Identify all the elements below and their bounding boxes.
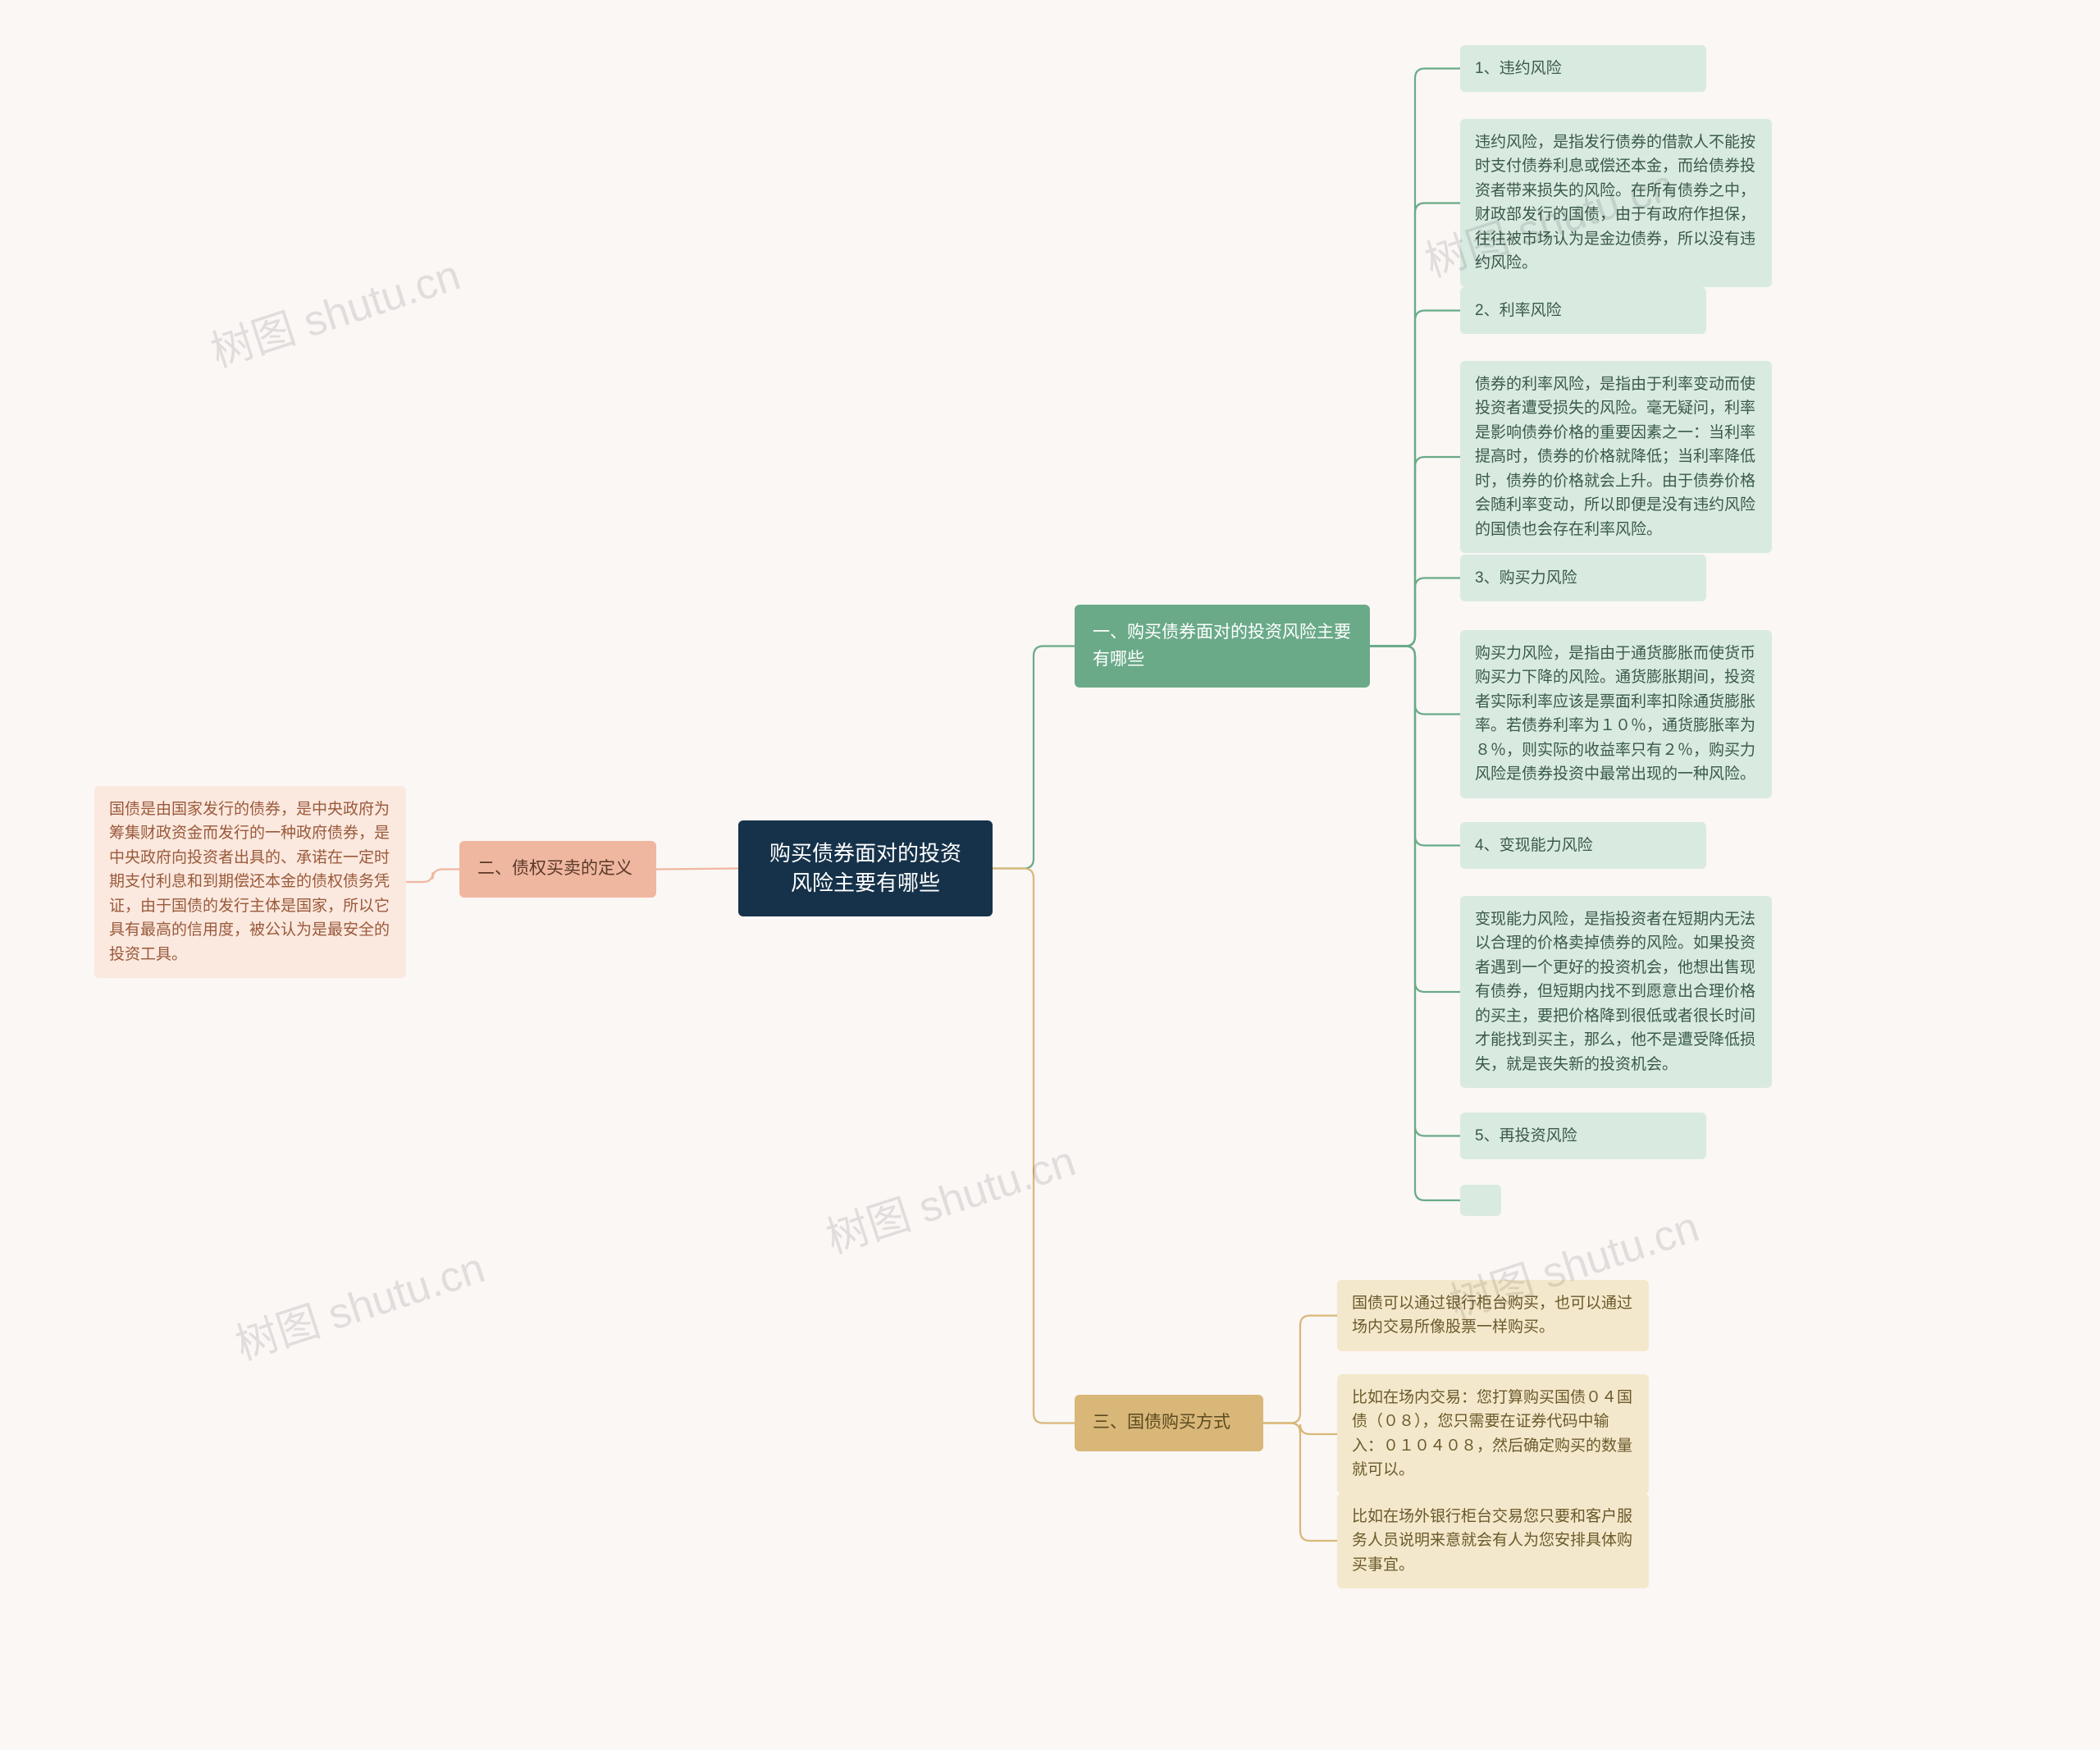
watermark: 树图 shutu.cn — [202, 240, 467, 379]
connector — [1370, 647, 1460, 846]
leaf-b1-8[interactable]: 变现能力风险，是指投资者在短期内无法以合理的价格卖掉债券的风险。如果投资者遇到一… — [1460, 896, 1772, 1088]
connector — [1370, 311, 1460, 647]
connector — [1370, 578, 1460, 647]
branch-3[interactable]: 三、国债购买方式 — [1075, 1395, 1263, 1451]
connector — [1370, 457, 1460, 647]
leaf-b1-2[interactable]: 违约风险，是指发行债券的借款人不能按时支付债券利息或偿还本金，而给债券投资者带来… — [1460, 119, 1772, 287]
leaf-b3-1[interactable]: 国债可以通过银行柜台购买，也可以通过场内交易所像股票一样购买。 — [1337, 1280, 1649, 1351]
leaf-b1-1[interactable]: 1、违约风险 — [1460, 45, 1706, 92]
connector — [1263, 1423, 1337, 1435]
branch-2[interactable]: 二、债权买卖的定义 — [459, 841, 656, 898]
connector — [1370, 647, 1460, 993]
leaf-b1-5[interactable]: 3、购买力风险 — [1460, 555, 1706, 601]
connector — [656, 869, 738, 870]
leaf-b1-9[interactable]: 5、再投资风险 — [1460, 1113, 1706, 1159]
root-node[interactable]: 购买债券面对的投资风险主要有哪些 — [738, 820, 993, 916]
connector — [1263, 1423, 1337, 1542]
leaf-b1-4[interactable]: 债券的利率风险，是指由于利率变动而使投资者遭受损失的风险。毫无疑问，利率是影响债… — [1460, 361, 1772, 553]
connector — [1370, 647, 1460, 1201]
watermark: 树图 shutu.cn — [817, 1126, 1082, 1265]
branch-1[interactable]: 一、购买债券面对的投资风险主要有哪些 — [1075, 605, 1370, 688]
leaf-b1-6[interactable]: 购买力风险，是指由于通货膨胀而使货币购买力下降的风险。通货膨胀期间，投资者实际利… — [1460, 630, 1772, 798]
connector — [1370, 69, 1460, 647]
connector — [1370, 647, 1460, 715]
connector — [993, 869, 1075, 1423]
connector — [1370, 203, 1460, 647]
connector — [406, 870, 459, 883]
leaf-b3-2[interactable]: 比如在场内交易：您打算购买国债０４国债（０８），您只需要在证券代码中输入：０１０… — [1337, 1374, 1649, 1494]
leaf-b1-10[interactable] — [1460, 1185, 1501, 1216]
connector — [1263, 1316, 1337, 1423]
connector — [993, 647, 1075, 869]
leaf-b1-3[interactable]: 2、利率风险 — [1460, 287, 1706, 334]
watermark: 树图 shutu.cn — [226, 1233, 491, 1372]
leaf-b3-3[interactable]: 比如在场外银行柜台交易您只要和客户服务人员说明来意就会有人为您安排具体购买事宜。 — [1337, 1493, 1649, 1588]
leaf-b2-1[interactable]: 国债是由国家发行的债券，是中央政府为筹集财政资金而发行的一种政府债券，是中央政府… — [94, 786, 406, 978]
connector — [1370, 647, 1460, 1136]
leaf-b1-7[interactable]: 4、变现能力风险 — [1460, 822, 1706, 869]
